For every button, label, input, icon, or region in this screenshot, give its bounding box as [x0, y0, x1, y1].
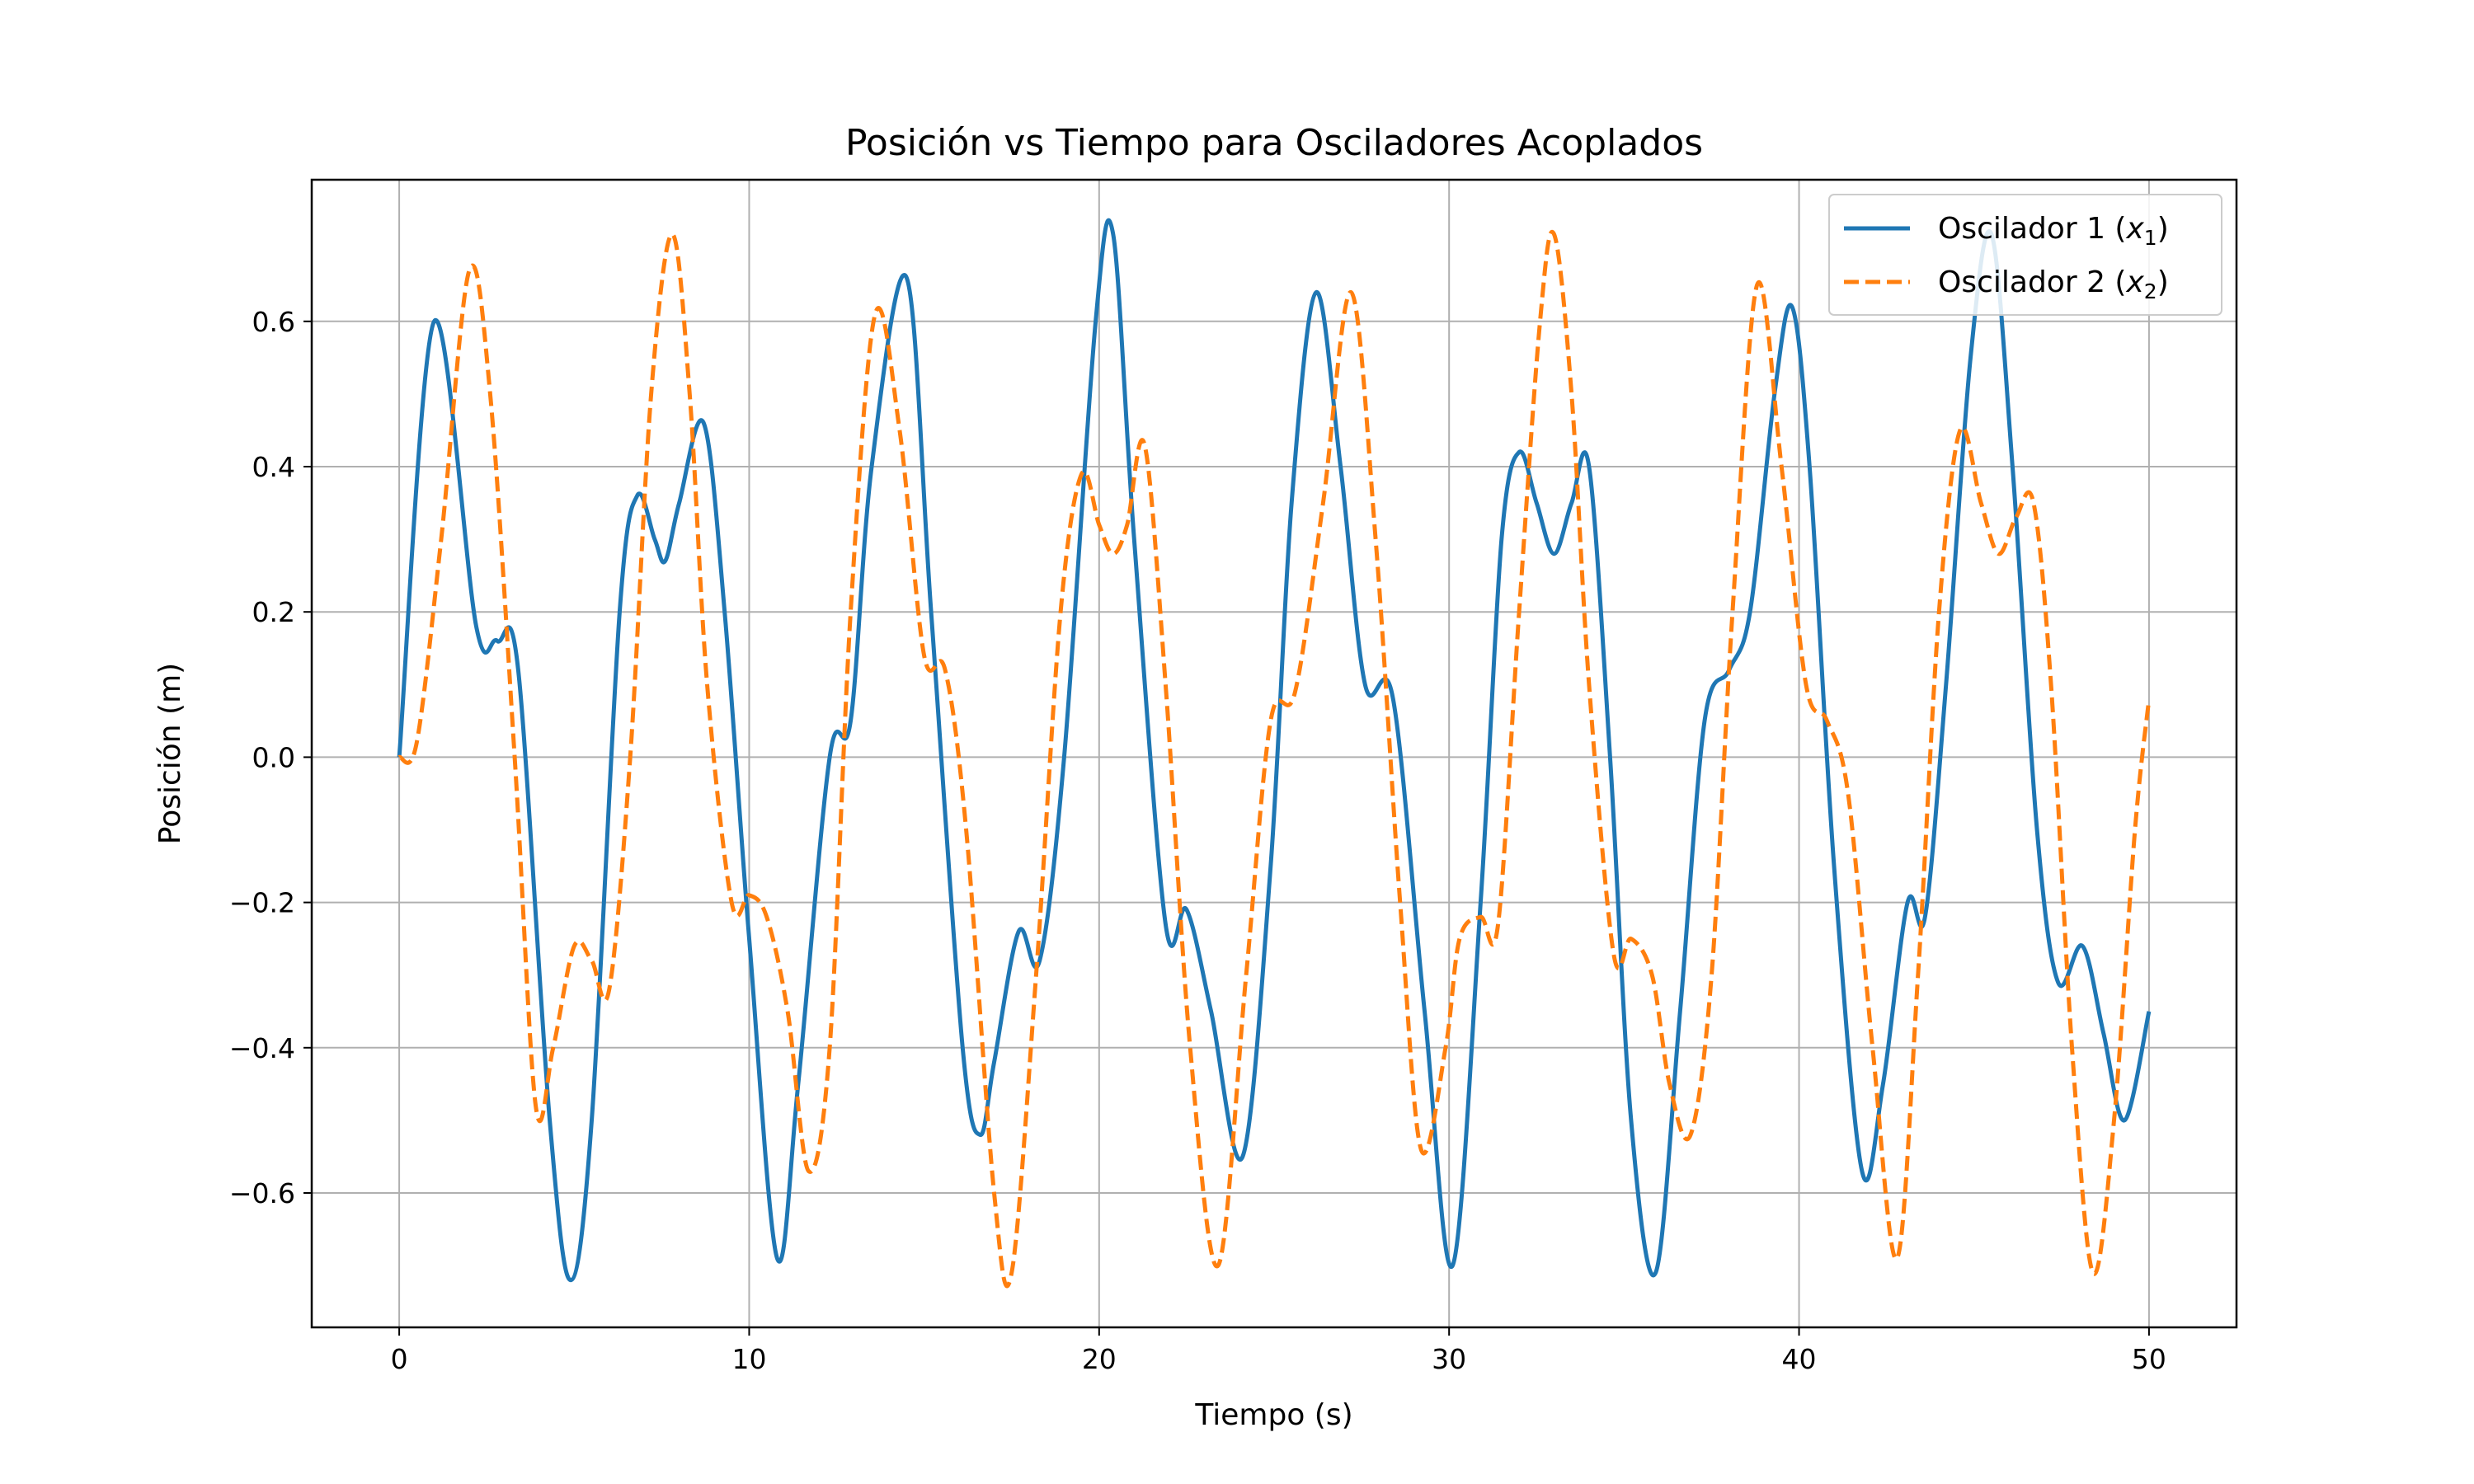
- x-tick-label: 50: [2132, 1343, 2166, 1375]
- x-axis-label: Tiempo (s): [1194, 1398, 1352, 1432]
- y-tick-label: 0.6: [252, 306, 295, 338]
- legend-box: [1828, 194, 2222, 316]
- x-tick-label: 20: [1082, 1343, 1117, 1375]
- y-tick-label: −0.2: [229, 887, 295, 919]
- x-tick-label: 0: [391, 1343, 408, 1375]
- y-tick-label: −0.6: [229, 1177, 295, 1209]
- x-axis: 0 10 20 30 40 50: [391, 1327, 2166, 1375]
- chart-title: Posición vs Tiempo para Osciladores Acop…: [845, 122, 1703, 164]
- x-tick-label: 30: [1432, 1343, 1466, 1375]
- x-tick-label: 40: [1782, 1343, 1817, 1375]
- y-tick-label: 0.2: [252, 596, 295, 628]
- plot-frame: [310, 178, 2238, 1329]
- legend-label-2: Oscilador 2 (x2): [1938, 265, 2169, 303]
- x-tick-label: 10: [731, 1343, 766, 1375]
- y-tick-label: 0.0: [252, 741, 295, 773]
- series-line-1: [397, 218, 2152, 1283]
- y-axis: −0.6 −0.4 −0.2 0.0 0.2 0.4 0.6: [229, 306, 312, 1209]
- y-tick-label: −0.4: [229, 1032, 295, 1064]
- y-tick-label: 0.4: [252, 451, 295, 483]
- legend: Oscilador 1 (x1) Oscilador 2 (x2): [1828, 194, 2222, 316]
- grid: [312, 180, 2236, 1327]
- series-line-2: [397, 230, 2152, 1289]
- y-axis-label: Posición (m): [153, 663, 187, 844]
- legend-label-1: Oscilador 1 (x1): [1938, 212, 2169, 250]
- series-layer: [397, 218, 2152, 1289]
